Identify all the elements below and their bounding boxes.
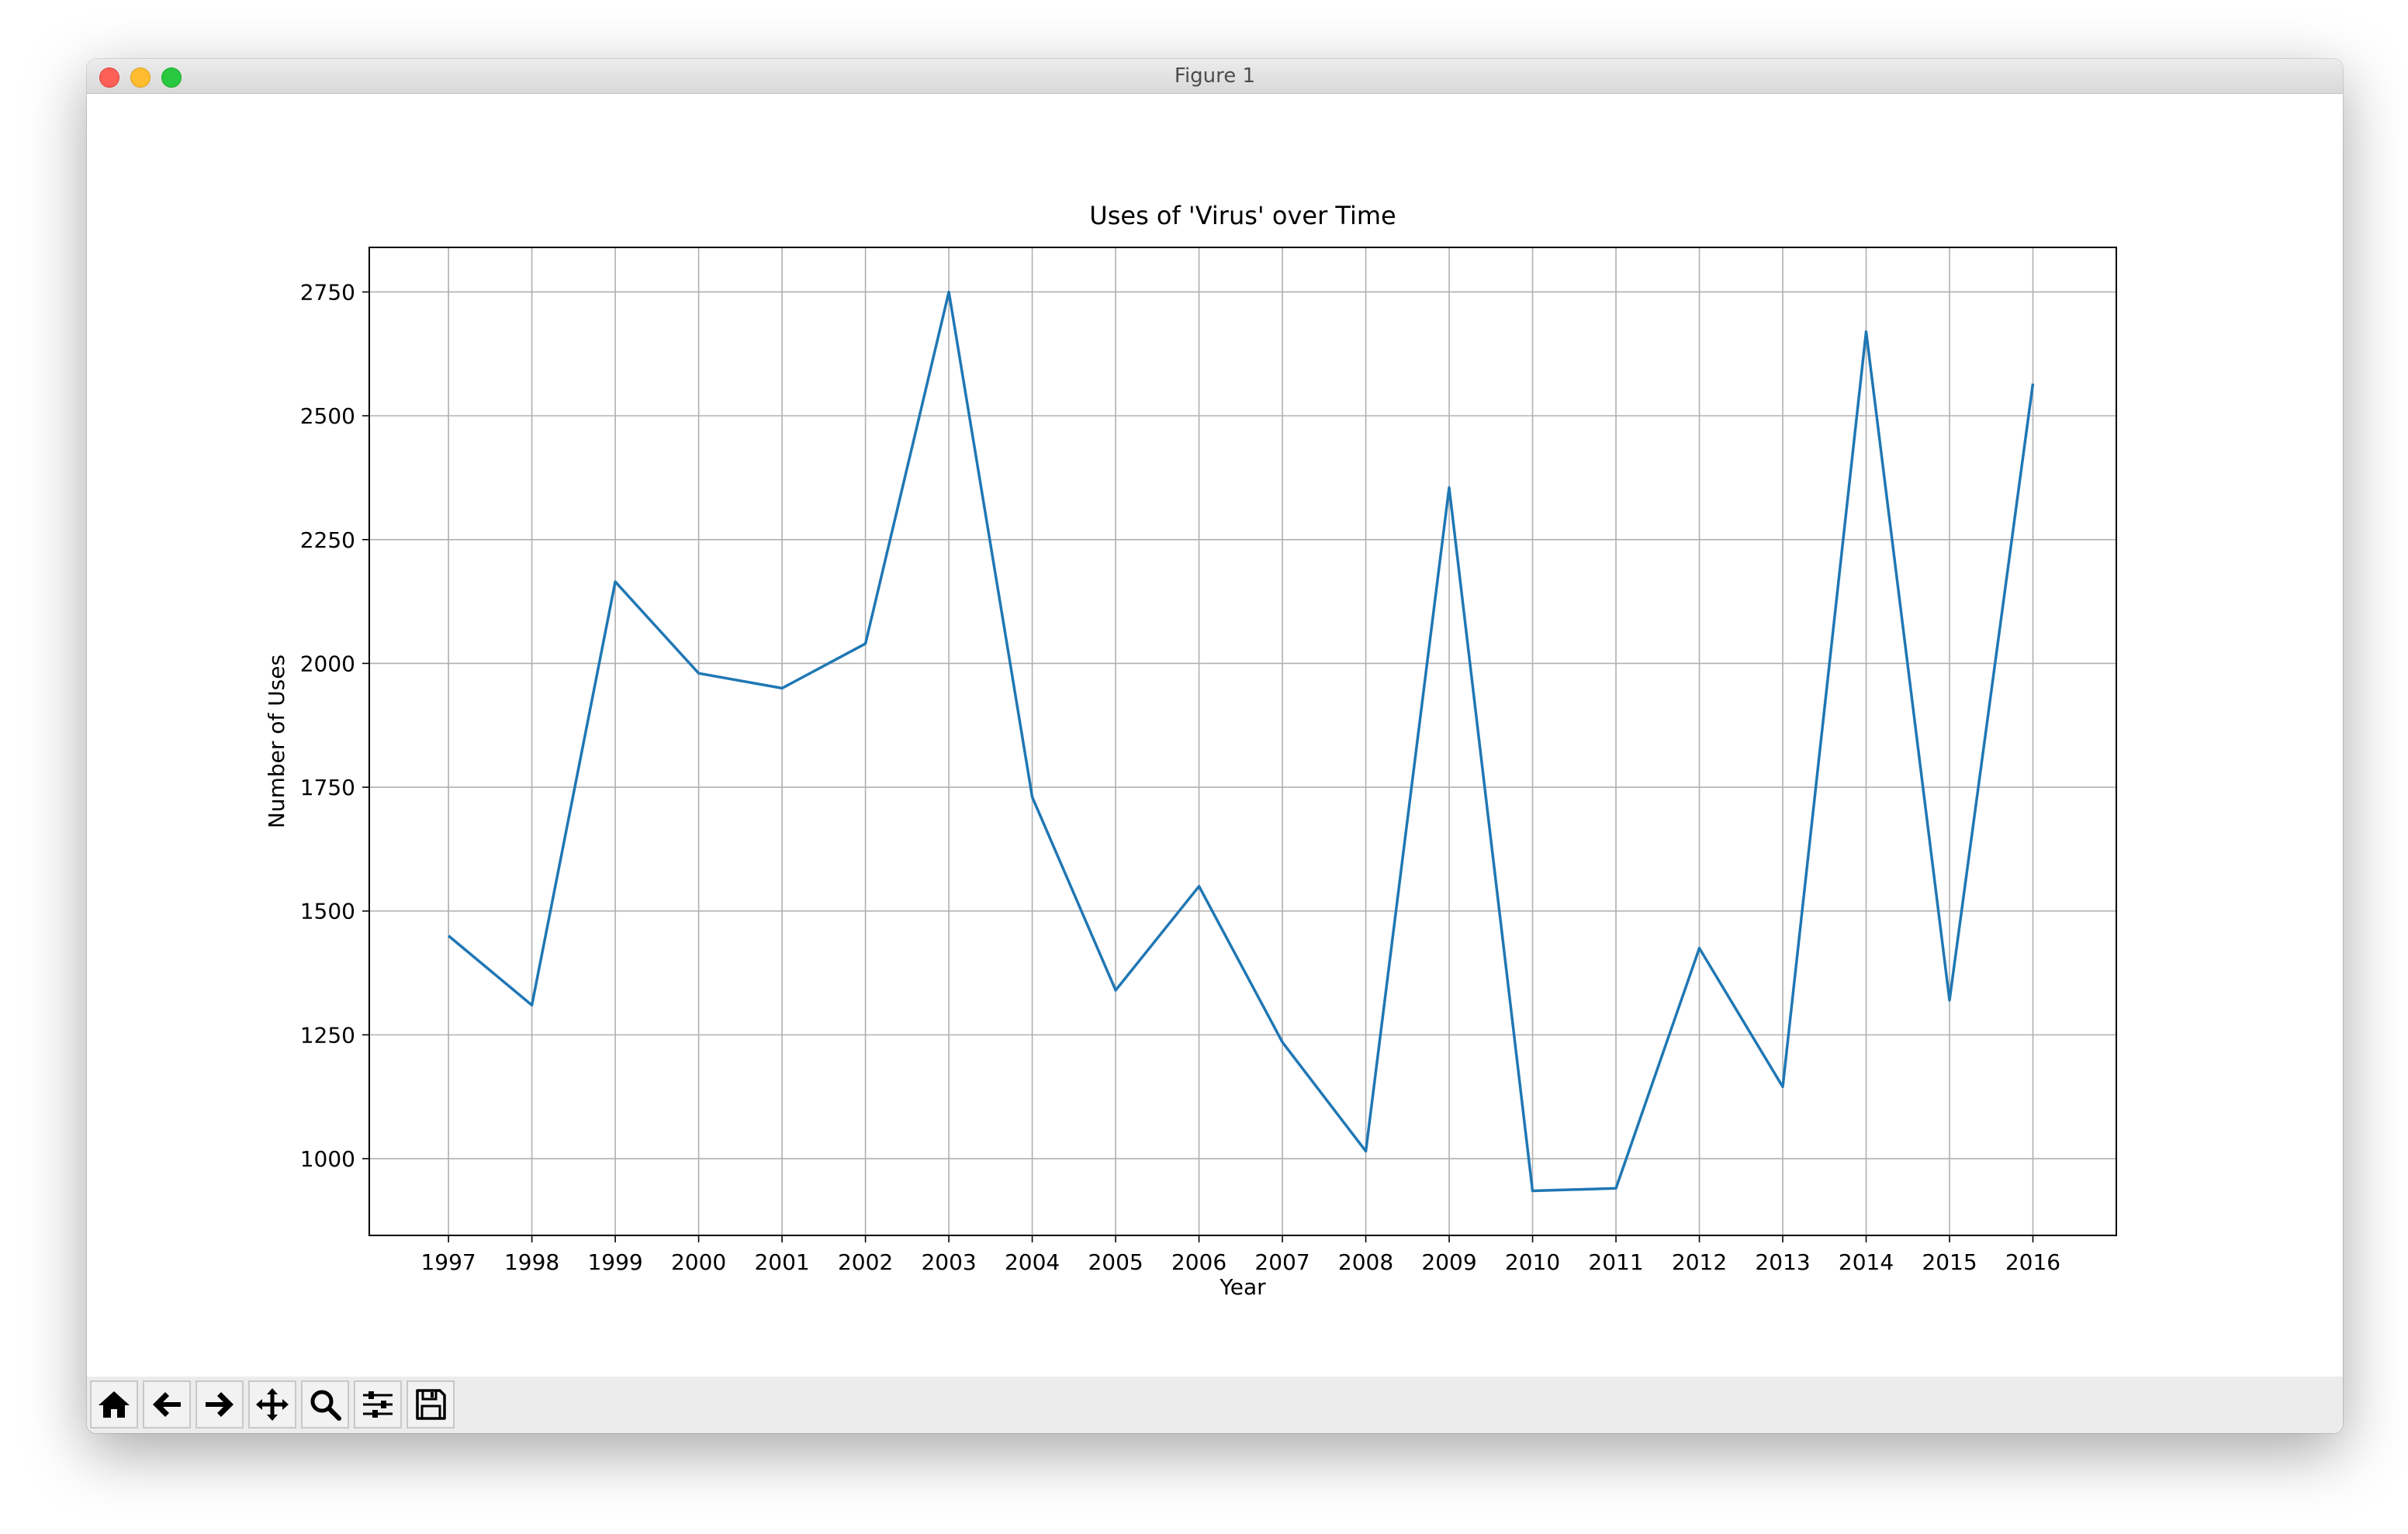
- y-tick-label: 1500: [300, 899, 355, 924]
- x-tick-label: 2009: [1421, 1249, 1476, 1275]
- configure-subplots-button[interactable]: [354, 1380, 402, 1429]
- y-axis: 1000 1250 1500 1750 2000 2250 2500 2750: [300, 279, 369, 1172]
- arrow-left-icon: [153, 1392, 181, 1417]
- navigation-toolbar: [87, 1377, 2343, 1433]
- x-tick-label: 2011: [1588, 1249, 1643, 1275]
- y-tick-label: 2750: [300, 279, 355, 305]
- figure-window: Figure 1 Uses of 'Virus' over Time 1000 1…: [87, 59, 2343, 1433]
- x-tick-label: 2004: [1005, 1249, 1060, 1275]
- y-tick-label: 1000: [300, 1146, 355, 1172]
- x-tick-label: 2006: [1171, 1249, 1226, 1275]
- x-tick-label: 2007: [1254, 1249, 1310, 1275]
- home-button[interactable]: [90, 1380, 138, 1429]
- y-tick-label: 1750: [300, 775, 355, 800]
- home-icon: [99, 1391, 130, 1418]
- chart-title: Uses of 'Virus' over Time: [1089, 201, 1396, 230]
- x-tick-label: 2005: [1088, 1249, 1143, 1275]
- line-chart: Uses of 'Virus' over Time 1000 1250 1500 17…: [264, 201, 2117, 1300]
- series-line: [447, 290, 2035, 1193]
- minimize-window-button[interactable]: [130, 67, 150, 88]
- x-tick-label: 1997: [420, 1249, 476, 1275]
- x-tick-label: 2014: [1839, 1249, 1894, 1275]
- x-tick-label: 2000: [671, 1249, 726, 1275]
- close-window-button[interactable]: [99, 67, 119, 88]
- x-tick-label: 2015: [1922, 1249, 1977, 1275]
- back-button[interactable]: [143, 1380, 191, 1429]
- y-tick-label: 2250: [300, 527, 355, 553]
- grid-lines: [369, 247, 2116, 1235]
- x-tick-label: 2016: [2005, 1249, 2060, 1275]
- arrow-right-icon: [206, 1392, 234, 1417]
- x-axis: 1997 1998 1999 2000 2001 2002 2003 2004 2005 2006…: [420, 1235, 2060, 1275]
- y-axis-label: Number of Uses: [264, 655, 289, 828]
- sliders-icon: [363, 1391, 393, 1418]
- pan-button[interactable]: [248, 1380, 296, 1429]
- move-icon: [256, 1388, 289, 1421]
- save-button[interactable]: [407, 1380, 455, 1429]
- plot-frame: [368, 247, 2117, 1236]
- x-tick-label: 2010: [1505, 1249, 1560, 1275]
- y-tick-label: 1250: [300, 1022, 355, 1048]
- zoom-button[interactable]: [301, 1380, 349, 1429]
- x-tick-label: 2012: [1672, 1249, 1727, 1275]
- x-tick-label: 2001: [754, 1249, 809, 1275]
- title-bar[interactable]: Figure 1: [87, 59, 2343, 94]
- x-axis-label: Year: [1219, 1274, 1266, 1300]
- forward-button[interactable]: [195, 1380, 244, 1429]
- figure-canvas[interactable]: Uses of 'Virus' over Time 1000 1250 1500 17…: [87, 94, 2343, 1377]
- y-tick-label: 2000: [300, 651, 355, 676]
- x-tick-label: 1999: [587, 1249, 642, 1275]
- floppy-disk-icon: [416, 1389, 446, 1420]
- y-tick-label: 2500: [300, 403, 355, 429]
- x-tick-label: 1998: [504, 1249, 559, 1275]
- x-tick-label: 2002: [838, 1249, 893, 1275]
- x-tick-label: 2008: [1338, 1249, 1393, 1275]
- magnifier-icon: [310, 1390, 341, 1421]
- window-title: Figure 1: [1174, 64, 1256, 88]
- x-tick-label: 2013: [1755, 1249, 1810, 1275]
- maximize-window-button[interactable]: [161, 67, 182, 88]
- x-tick-label: 2003: [921, 1249, 976, 1275]
